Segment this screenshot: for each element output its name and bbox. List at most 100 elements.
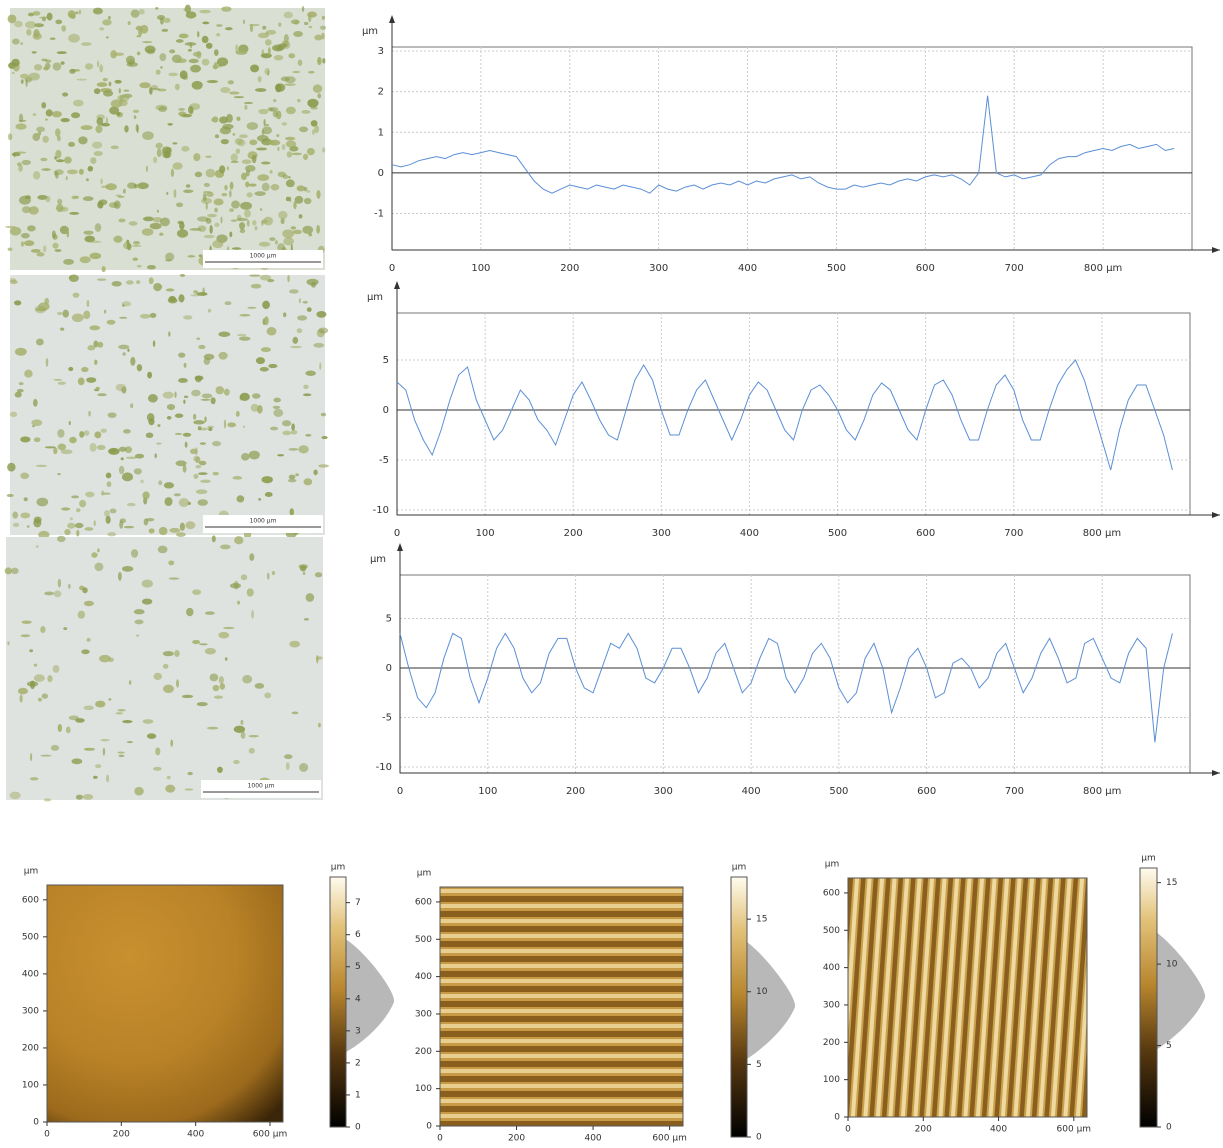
- particle: [303, 154, 308, 160]
- particle: [299, 126, 308, 132]
- y-arrow: [394, 281, 400, 289]
- particle: [21, 160, 30, 165]
- y-tick-label: 200: [415, 1047, 432, 1057]
- particle: [224, 185, 227, 191]
- particle: [36, 465, 48, 467]
- particle: [97, 548, 99, 552]
- x-tick-label: 700: [1005, 786, 1024, 797]
- particle: [81, 42, 92, 46]
- particle: [195, 456, 200, 463]
- particle: [106, 473, 112, 479]
- particle: [75, 11, 78, 14]
- profile-line: [400, 633, 1172, 742]
- particle: [133, 110, 139, 113]
- particle: [110, 449, 117, 452]
- x-tick-label: 0: [394, 528, 400, 539]
- particle: [227, 422, 236, 427]
- particle: [179, 498, 189, 507]
- particle: [100, 178, 103, 184]
- particle: [25, 195, 31, 199]
- particle: [313, 84, 322, 93]
- particle: [213, 472, 219, 476]
- particle: [303, 385, 308, 389]
- particle: [220, 87, 230, 93]
- particle: [14, 21, 23, 28]
- particle: [285, 137, 295, 141]
- particle: [304, 187, 307, 192]
- particle: [249, 451, 260, 460]
- particle: [282, 229, 294, 238]
- particle: [157, 210, 159, 213]
- particle: [218, 332, 230, 337]
- particle: [20, 74, 29, 79]
- particle: [83, 231, 93, 235]
- particle: [143, 217, 154, 222]
- particle: [289, 196, 291, 202]
- particle: [190, 65, 201, 73]
- particle: [166, 288, 174, 291]
- particle: [76, 795, 83, 800]
- particle: [108, 698, 111, 701]
- particle: [197, 499, 207, 506]
- particle: [159, 53, 166, 61]
- particle: [197, 51, 202, 59]
- particle: [45, 119, 48, 121]
- particle: [142, 41, 152, 43]
- x-tick-label: 700: [1005, 263, 1024, 274]
- particle: [277, 147, 279, 151]
- plot-frame: [397, 313, 1190, 515]
- particle: [118, 219, 125, 223]
- particle: [255, 226, 258, 230]
- particle: [284, 83, 296, 86]
- particle: [236, 411, 240, 417]
- particle: [251, 404, 259, 412]
- particle: [109, 657, 114, 662]
- x-tick-label: 600 µm: [253, 1130, 288, 1140]
- x-tick-label: 300: [649, 263, 668, 274]
- particle: [15, 392, 22, 398]
- particle: [12, 38, 20, 44]
- particle: [160, 66, 163, 68]
- particle: [318, 723, 321, 728]
- particle: [179, 222, 184, 230]
- particle: [18, 164, 23, 172]
- particle: [25, 21, 36, 28]
- particle: [114, 201, 121, 209]
- particle: [251, 610, 254, 619]
- particle: [185, 788, 194, 790]
- particle: [231, 153, 238, 161]
- particle: [104, 310, 106, 314]
- y-tick-label: 5: [386, 614, 392, 625]
- particle: [20, 42, 23, 45]
- particle: [52, 111, 62, 117]
- particle: [320, 26, 326, 30]
- y-tick-label: 0: [378, 168, 384, 179]
- particle: [174, 189, 177, 198]
- particle: [79, 10, 82, 15]
- particle: [13, 523, 20, 527]
- particle: [85, 527, 94, 531]
- particle: [303, 393, 312, 396]
- particle: [58, 724, 62, 732]
- particle: [202, 22, 209, 25]
- height-map: [440, 887, 683, 1126]
- particle: [158, 546, 168, 554]
- particle: [78, 378, 85, 386]
- x-tick-label: 600: [916, 263, 935, 274]
- particle: [167, 123, 172, 126]
- particle: [264, 316, 269, 325]
- particle: [273, 398, 281, 403]
- particle: [198, 345, 205, 349]
- particle: [183, 315, 192, 319]
- particle: [20, 694, 23, 702]
- particle: [106, 36, 109, 38]
- particle: [34, 664, 37, 667]
- figure: 1000 µm1000 µm1000 µm0100200300400500600…: [0, 0, 1223, 1148]
- particle: [236, 495, 244, 502]
- particle: [281, 218, 285, 224]
- particle: [86, 178, 89, 181]
- particle: [11, 59, 19, 67]
- particle: [242, 159, 252, 164]
- particle: [58, 579, 61, 588]
- colorbar-tick-label: 5: [756, 1060, 762, 1070]
